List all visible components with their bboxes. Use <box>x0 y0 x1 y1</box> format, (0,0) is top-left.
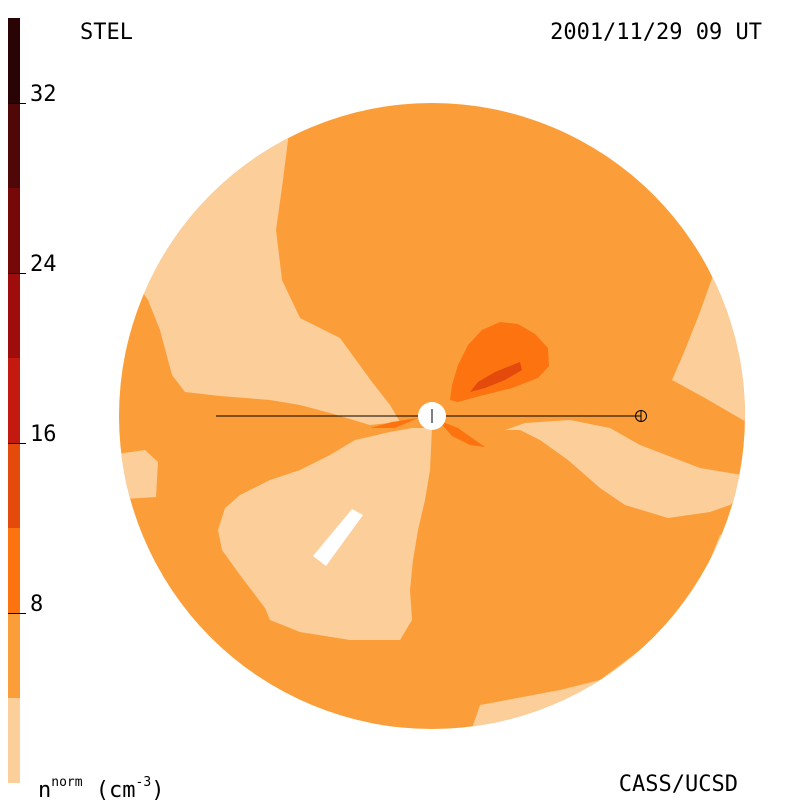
colorbar-tick-label: 24 <box>30 252 57 277</box>
colorbar-level-1 <box>8 613 20 698</box>
instrument-label: STEL <box>80 20 133 45</box>
low-density-region-lower-lobe <box>218 428 432 640</box>
high-density-tail <box>438 420 485 447</box>
colorbar-level-7 <box>8 103 20 188</box>
unit-superscript: -3 <box>135 775 152 790</box>
unit-close: ) <box>151 778 165 803</box>
data-gap <box>313 509 363 566</box>
colorbar-level-3 <box>8 443 20 528</box>
colorbar-tick-label: 32 <box>30 82 57 107</box>
colorbar-level-8 <box>8 18 20 103</box>
high-density-sliver <box>370 418 418 428</box>
earth-marker-icon <box>635 410 647 422</box>
quantity-superscript: norm <box>51 775 83 790</box>
high-density-region <box>450 322 549 402</box>
colorbar-tick-mark <box>8 273 26 274</box>
unit-open: (cm <box>82 778 136 803</box>
colorbar-level-0 <box>8 698 20 783</box>
colorbar-tick-mark <box>8 103 26 104</box>
colorbar-level-4 <box>8 358 20 443</box>
colorbar-level-6 <box>8 188 20 273</box>
peak-density-region <box>470 362 522 392</box>
colorbar-unit-label: nnorm (cm-3) <box>38 771 164 803</box>
low-density-region-left-patch <box>119 450 158 500</box>
density-colorbar <box>8 18 20 783</box>
colorbar-tick-mark <box>8 613 26 614</box>
colorbar-level-5 <box>8 273 20 358</box>
colorbar-tick-label: 16 <box>30 422 57 447</box>
colorbar-tick-label: 8 <box>30 592 44 617</box>
credit-label: CASS/UCSD <box>618 772 738 797</box>
colorbar-level-2 <box>8 528 20 613</box>
quantity-symbol: n <box>38 778 52 803</box>
timestamp-label: 2001/11/29 09 UT <box>550 20 762 45</box>
colorbar-tick-mark <box>8 443 26 444</box>
